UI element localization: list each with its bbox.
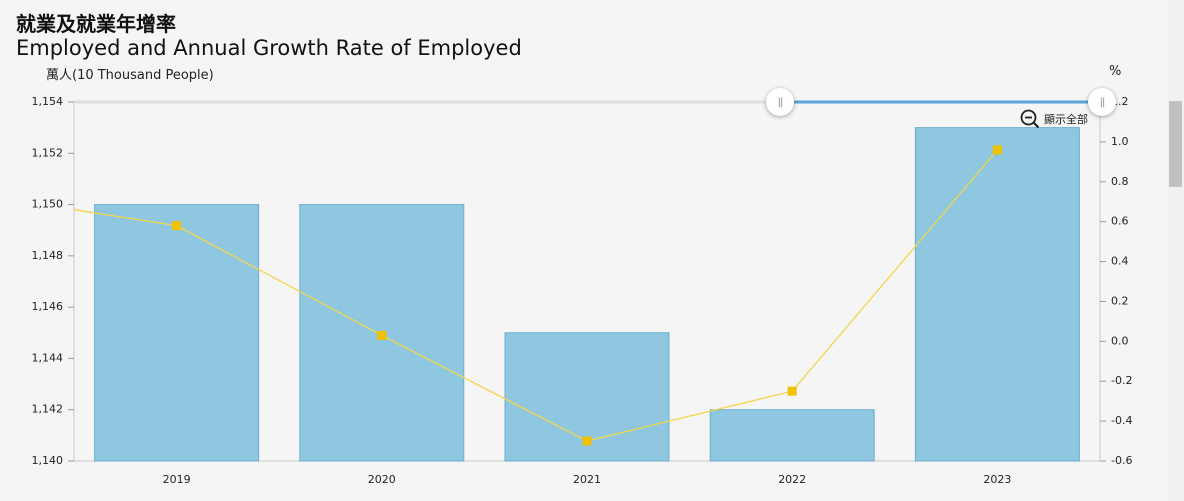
left-tick-label: 1,144 — [32, 351, 64, 364]
left-tick-label: 1,152 — [32, 146, 64, 159]
right-tick-label: 1.0 — [1111, 135, 1129, 148]
growth-line — [73, 149, 998, 442]
bar — [914, 127, 1080, 462]
range-handle-right-glyph: || — [1099, 96, 1106, 108]
scrollbar-thumb[interactable] — [1169, 101, 1182, 187]
left-tick-label: 1,142 — [32, 403, 64, 416]
bar — [94, 204, 260, 462]
show-all-label: 顯示全部 — [1044, 113, 1088, 126]
growth-marker — [582, 436, 592, 446]
x-tick-label: 2022 — [778, 473, 806, 486]
chart-title-en: Employed and Annual Growth Rate of Emplo… — [16, 36, 522, 60]
right-tick-label: 0.4 — [1111, 255, 1129, 268]
left-tick-label: 1,146 — [32, 300, 64, 313]
left-tick-label: 1,150 — [32, 198, 64, 211]
zoom-out-icon — [1020, 109, 1040, 129]
range-handle-left[interactable]: || — [766, 88, 794, 116]
right-axis-label: % — [1109, 64, 1122, 79]
x-tick-label: 2021 — [573, 473, 601, 486]
right-tick-label: 0.0 — [1111, 334, 1129, 347]
right-tick-label: -0.2 — [1111, 374, 1132, 387]
growth-marker — [992, 145, 1002, 155]
x-tick-label: 2019 — [163, 473, 191, 486]
bar — [709, 409, 875, 462]
range-handle-right[interactable]: || — [1088, 88, 1116, 116]
right-tick-label: 0.6 — [1111, 215, 1129, 228]
growth-marker — [172, 221, 182, 231]
right-tick-label: 0.8 — [1111, 175, 1129, 188]
growth-marker — [377, 330, 387, 340]
chart-title-zh: 就業及就業年增率 — [16, 12, 176, 36]
right-tick-label: -0.4 — [1111, 414, 1132, 427]
range-handle-left-glyph: || — [777, 96, 784, 108]
growth-marker — [787, 386, 797, 396]
right-tick-label: -0.6 — [1111, 454, 1132, 467]
x-tick-label: 2023 — [983, 473, 1011, 486]
left-tick-label: 1,148 — [32, 249, 64, 262]
left-tick-label: 1,154 — [32, 95, 64, 108]
left-tick-label: 1,140 — [32, 454, 64, 467]
left-axis-label: 萬人(10 Thousand People) — [46, 68, 214, 83]
page-scrollbar[interactable] — [1167, 0, 1184, 501]
show-all-button[interactable]: 顯示全部 — [1020, 109, 1088, 129]
right-tick-label: 0.2 — [1111, 294, 1129, 307]
x-tick-label: 2020 — [368, 473, 396, 486]
